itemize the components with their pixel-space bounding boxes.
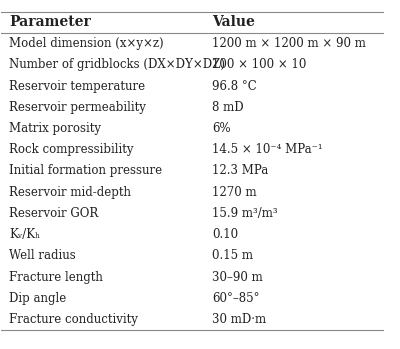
Text: Initial formation pressure: Initial formation pressure bbox=[9, 164, 162, 177]
Text: 12.3 MPa: 12.3 MPa bbox=[212, 164, 268, 177]
Text: Reservoir mid-depth: Reservoir mid-depth bbox=[9, 186, 131, 199]
Text: 1270 m: 1270 m bbox=[212, 186, 256, 199]
Text: 0.10: 0.10 bbox=[212, 228, 238, 241]
Text: Fracture conductivity: Fracture conductivity bbox=[9, 313, 138, 326]
Text: Fracture length: Fracture length bbox=[9, 270, 103, 283]
Text: 6%: 6% bbox=[212, 122, 230, 135]
Text: 30 mD·m: 30 mD·m bbox=[212, 313, 266, 326]
Text: Model dimension (x×y×z): Model dimension (x×y×z) bbox=[9, 37, 164, 50]
Text: Reservoir permeability: Reservoir permeability bbox=[9, 101, 146, 114]
Text: 8 mD: 8 mD bbox=[212, 101, 244, 114]
Text: Kᵥ/Kₕ: Kᵥ/Kₕ bbox=[9, 228, 40, 241]
Text: 1200 m × 1200 m × 90 m: 1200 m × 1200 m × 90 m bbox=[212, 37, 366, 50]
Text: Dip angle: Dip angle bbox=[9, 292, 66, 305]
Text: Rock compressibility: Rock compressibility bbox=[9, 143, 134, 156]
Text: 96.8 °C: 96.8 °C bbox=[212, 80, 257, 92]
Text: 14.5 × 10⁻⁴ MPa⁻¹: 14.5 × 10⁻⁴ MPa⁻¹ bbox=[212, 143, 322, 156]
Text: Well radius: Well radius bbox=[9, 249, 76, 262]
Text: 100 × 100 × 10: 100 × 100 × 10 bbox=[212, 58, 306, 71]
Text: Reservoir temperature: Reservoir temperature bbox=[9, 80, 145, 92]
Text: Value: Value bbox=[212, 15, 255, 29]
Text: Parameter: Parameter bbox=[9, 15, 91, 29]
Text: 15.9 m³/m³: 15.9 m³/m³ bbox=[212, 207, 278, 220]
Text: Reservoir GOR: Reservoir GOR bbox=[9, 207, 98, 220]
Text: Matrix porosity: Matrix porosity bbox=[9, 122, 101, 135]
Text: Number of gridblocks (DX×DY×DZ): Number of gridblocks (DX×DY×DZ) bbox=[9, 58, 225, 71]
Text: 0.15 m: 0.15 m bbox=[212, 249, 253, 262]
Text: 30–90 m: 30–90 m bbox=[212, 270, 263, 283]
Text: 60°–85°: 60°–85° bbox=[212, 292, 260, 305]
